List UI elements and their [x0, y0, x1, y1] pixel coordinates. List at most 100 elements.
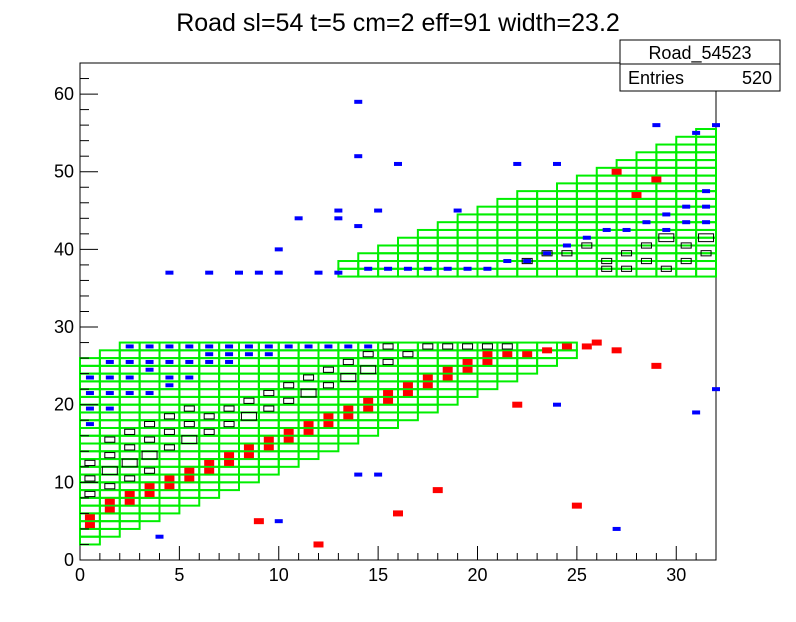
box-hit-mark [104, 483, 116, 490]
box-hit-mark [521, 257, 533, 265]
red-hit-mark [363, 397, 374, 404]
hits-layer [84, 99, 720, 548]
blue-hit-mark [155, 534, 164, 539]
box-hit-mark [183, 421, 195, 428]
blue-hit-mark [652, 123, 661, 128]
blue-hit-mark [403, 266, 412, 271]
box-hit-mark [402, 351, 414, 358]
axes-layer: 0 5 10 15 20 25 30 0 10 20 30 40 50 60 [54, 62, 717, 585]
x-tick-label: 10 [269, 565, 289, 585]
red-hit-mark [422, 382, 433, 389]
box-hit-mark [223, 405, 235, 412]
box-hit-mark [303, 374, 315, 381]
red-hit-mark [591, 339, 602, 346]
blue-hit-mark [394, 161, 402, 166]
blue-hit-mark [354, 154, 363, 159]
blue-hit-mark [682, 220, 691, 225]
box-hit-mark [223, 421, 235, 428]
blue-hit-mark [165, 344, 174, 349]
box-hit-mark [342, 358, 354, 366]
red-hit-mark [522, 351, 533, 358]
blue-hit-mark [105, 375, 114, 380]
red-hit-mark [303, 421, 314, 428]
box-hit-mark [121, 458, 138, 468]
x-tick-label: 15 [368, 565, 388, 585]
red-hit-mark [224, 452, 235, 459]
red-hit-mark [184, 467, 195, 474]
red-hit-mark [422, 374, 433, 381]
red-hit-mark [313, 541, 324, 548]
blue-hit-mark [264, 352, 273, 357]
red-hit-mark [462, 358, 473, 365]
blue-hit-mark [165, 359, 174, 364]
red-hit-mark [303, 428, 314, 435]
blue-hit-mark [712, 387, 720, 392]
box-hit-mark [382, 358, 394, 366]
blue-hit-mark [205, 359, 214, 364]
blue-hit-mark [85, 375, 94, 380]
red-hit-mark [542, 347, 553, 354]
road-cell [556, 341, 578, 352]
stats-entries-label: Entries [628, 68, 684, 88]
blue-hit-mark [165, 375, 174, 380]
blue-hit-mark [582, 235, 591, 240]
box-hit-mark [442, 343, 454, 350]
blue-hit-mark [553, 161, 561, 166]
blue-hit-mark [702, 220, 711, 225]
red-hit-mark [482, 358, 493, 365]
box-hit-mark [481, 343, 493, 350]
blue-hit-mark [562, 243, 571, 248]
x-tick-label: 30 [666, 565, 686, 585]
blue-hit-mark [483, 266, 492, 271]
y-tick-label: 50 [54, 162, 74, 182]
blue-hit-mark [105, 406, 114, 411]
box-hit-mark [144, 421, 156, 428]
red-hit-mark [283, 428, 294, 435]
blue-hit-mark [225, 359, 234, 364]
red-hit-mark [343, 413, 354, 420]
blue-hit-mark [702, 189, 711, 194]
blue-hit-mark [105, 359, 114, 364]
box-hit-mark [84, 475, 96, 482]
box-hit-mark [203, 428, 215, 435]
box-hit-mark [382, 343, 394, 350]
box-hit-mark [322, 382, 334, 389]
red-hit-mark [184, 475, 195, 482]
box-hit-mark [501, 343, 513, 350]
red-hit-mark [164, 483, 175, 490]
red-hit-mark [84, 514, 95, 521]
blue-hit-mark [712, 123, 720, 128]
blue-hit-mark [225, 344, 234, 349]
blue-hit-mark [334, 208, 343, 213]
blue-hit-mark [354, 99, 363, 104]
red-hit-mark [224, 459, 235, 466]
stats-box: Road_54523 Entries 520 [619, 39, 781, 92]
box-hit-mark [84, 490, 96, 498]
red-hit-mark [561, 343, 572, 350]
y-tick-label: 10 [54, 472, 74, 492]
x-tick-label: 25 [567, 565, 587, 585]
blue-hit-mark [125, 344, 134, 349]
blue-hit-mark [205, 344, 214, 349]
red-hit-mark [104, 498, 115, 505]
blue-hit-mark [662, 227, 671, 232]
blue-hit-mark [682, 204, 691, 209]
blue-hit-mark [244, 352, 253, 357]
box-hit-mark [104, 452, 116, 459]
blue-hit-mark [85, 422, 94, 427]
blue-hit-mark [185, 344, 194, 349]
box-hit-mark [621, 265, 633, 272]
plot-area: 0 5 10 15 20 25 30 0 10 20 30 40 50 60 [54, 62, 720, 585]
red-hit-mark [611, 168, 622, 175]
box-hit-mark [300, 388, 317, 398]
x-tick-label: 0 [75, 565, 85, 585]
red-hit-mark [512, 401, 523, 408]
box-hit-mark [163, 413, 175, 420]
box-hit-mark [101, 466, 118, 476]
blue-hit-mark [185, 359, 194, 364]
box-hit-mark [263, 405, 275, 412]
blue-hit-mark [692, 410, 701, 415]
blue-hit-mark [125, 375, 134, 380]
red-hit-mark [343, 405, 354, 412]
